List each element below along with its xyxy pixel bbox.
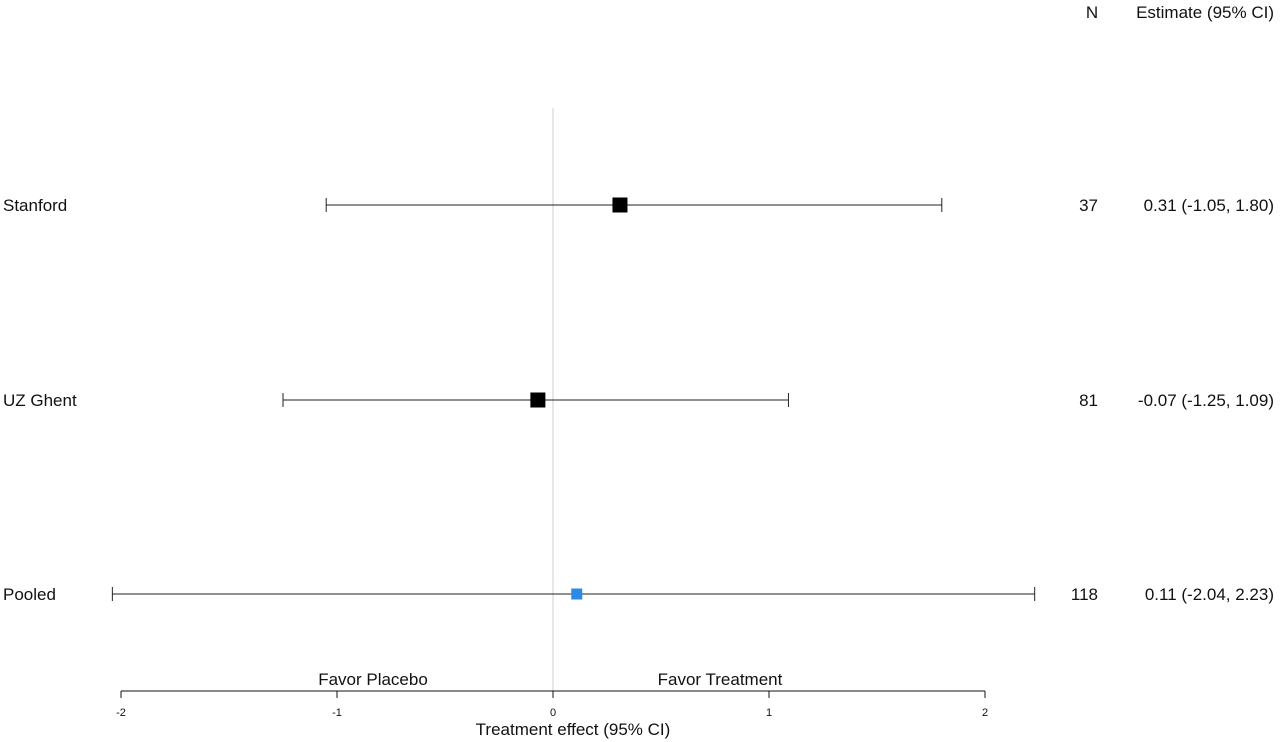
x-axis: -2 -1 0 1 2 — [116, 690, 988, 719]
study-n: 37 — [1079, 196, 1098, 215]
x-tick-label: 0 — [550, 707, 556, 719]
study-rows: Stanford 37 0.31 (-1.05, 1.80) UZ Ghent 81 -0… — [3, 196, 1274, 604]
study-label: Stanford — [3, 196, 67, 215]
x-tick-label: -2 — [116, 707, 126, 719]
header-n: N — [1086, 3, 1098, 22]
study-row: UZ Ghent 81 -0.07 (-1.25, 1.09) — [3, 391, 1274, 410]
header-estimate: Estimate (95% CI) — [1136, 3, 1274, 22]
study-estimate-ci: -0.07 (-1.25, 1.09) — [1138, 391, 1274, 410]
study-estimate-ci: 0.31 (-1.05, 1.80) — [1144, 196, 1274, 215]
pooled-estimate-marker — [571, 588, 583, 600]
favor-placebo-label: Favor Placebo — [318, 670, 428, 689]
study-estimate-ci: 0.11 (-2.04, 2.23) — [1145, 585, 1274, 604]
estimate-marker — [612, 197, 628, 213]
study-label: UZ Ghent — [3, 391, 77, 410]
study-label: Pooled — [3, 585, 56, 604]
x-tick-label: 1 — [766, 707, 772, 719]
study-row: Stanford 37 0.31 (-1.05, 1.80) — [3, 196, 1274, 215]
study-row: Pooled 118 0.11 (-2.04, 2.23) — [3, 585, 1274, 604]
x-axis-ticks: -2 -1 0 1 2 — [116, 691, 988, 719]
study-n: 81 — [1079, 391, 1098, 410]
estimate-marker — [530, 392, 546, 408]
x-tick-label: 2 — [982, 707, 988, 719]
study-n: 118 — [1071, 585, 1098, 604]
x-tick-label: -1 — [332, 707, 342, 719]
favor-treatment-label: Favor Treatment — [658, 670, 783, 689]
x-axis-title: Treatment effect (95% CI) — [476, 720, 671, 739]
